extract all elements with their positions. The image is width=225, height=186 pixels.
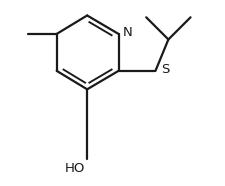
Text: HO: HO bbox=[65, 162, 85, 175]
Text: N: N bbox=[122, 26, 132, 39]
Text: S: S bbox=[161, 62, 169, 76]
